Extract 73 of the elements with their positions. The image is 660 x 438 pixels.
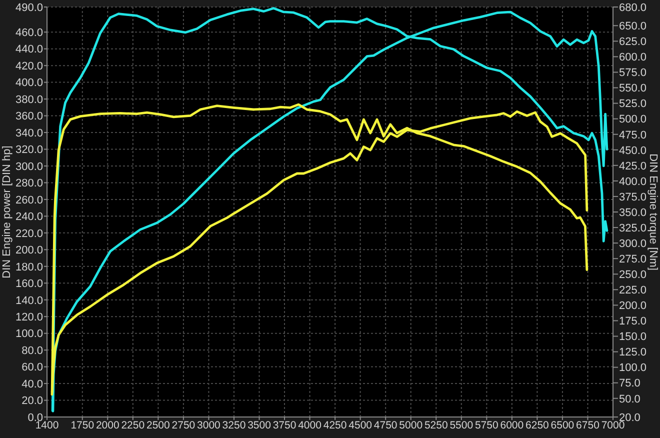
y2-tick-label: 550.0: [619, 82, 647, 95]
x-tick-label: 4250: [323, 419, 347, 432]
y-tick-label: 300.0: [15, 160, 43, 173]
x-tick-label: 1750: [70, 419, 94, 432]
x-tick-label: 2250: [121, 419, 145, 432]
y-tick-label: 360.0: [15, 110, 43, 123]
y-tick-label: 400.0: [15, 77, 43, 90]
y-tick-label: 420.0: [15, 60, 43, 72]
y2-tick-label: 625.0: [619, 36, 647, 48]
x-tick-label: 2750: [172, 419, 196, 432]
y-tick-label: 20.0: [22, 395, 43, 408]
y2-tick-label: 600.0: [619, 52, 647, 64]
y2-tick-label: 175.0: [619, 316, 647, 328]
y-tick-label: 280.0: [15, 178, 43, 190]
y-tick-label: 490.0: [15, 2, 43, 14]
y2-tick-label: 125.0: [619, 346, 647, 359]
y2-tick-label: 400.0: [619, 176, 647, 188]
y-tick-label: 200.0: [15, 244, 43, 257]
x-tick-label: 5500: [450, 419, 474, 432]
y-tick-label: 80.0: [22, 344, 43, 357]
y-tick-label: 120.0: [15, 311, 43, 324]
x-tick-label: 3750: [272, 419, 296, 432]
y2-tick-label: 475.0: [619, 129, 647, 142]
x-tick-label: 5250: [424, 419, 448, 432]
x-tick-label: 5000: [399, 419, 423, 432]
y2-tick-label: 75.0: [619, 378, 640, 390]
x-tick-label: 3500: [248, 419, 272, 432]
y-tick-label: 100.0: [15, 328, 43, 340]
x-tick-label: 2500: [146, 419, 170, 432]
y2-tick-label: 650.0: [619, 20, 647, 33]
y-tick-label: 60.0: [22, 362, 43, 374]
y2-tick-label: 225.0: [619, 284, 647, 297]
y-tick-label: 380.0: [15, 94, 43, 106]
y2-tick-label: 450.0: [619, 144, 647, 157]
y2-tick-label: 325.0: [619, 222, 647, 234]
y2-tick-label: 250.0: [619, 269, 647, 282]
x-tick-label: 4000: [298, 419, 322, 432]
y2-tick-label: 525.0: [619, 98, 647, 110]
x-tick-label: 6000: [500, 419, 524, 432]
y-tick-label: 460.0: [15, 27, 43, 40]
y2-tick-label: 375.0: [619, 191, 647, 204]
x-tick-label: 6750: [576, 419, 600, 432]
y2-tick-label: 275.0: [619, 253, 647, 266]
y-tick-label: 140.0: [15, 294, 43, 307]
y-tick-label: 260.0: [15, 194, 43, 206]
y2-tick-label: 500.0: [619, 114, 647, 126]
y-tick-label: 440.0: [15, 44, 43, 56]
y-tick-label: 160.0: [15, 278, 43, 290]
y-tick-label: 240.0: [15, 211, 43, 224]
y-tick-label: 340.0: [15, 127, 43, 140]
y2-tick-label: 575.0: [619, 67, 647, 80]
y-tick-label: 180.0: [15, 261, 43, 274]
y2-tick-label: 350.0: [619, 206, 647, 219]
y2-tick-label: 300.0: [619, 238, 647, 250]
x-tick-label: 4500: [348, 419, 372, 432]
x-tick-label: 4750: [374, 419, 398, 432]
x-tick-label: 5750: [474, 419, 498, 432]
x-tick-label: 3250: [222, 419, 246, 432]
y2-tick-label: 50.0: [619, 393, 640, 406]
x-tick-label: 6500: [550, 419, 574, 432]
y2-tick-label: 425.0: [619, 160, 647, 172]
y2-axis-title: DIN Engine torque [Nm]: [647, 154, 659, 270]
y-axis-title: DIN Engine power [DIN hp]: [1, 146, 13, 278]
y2-tick-label: 150.0: [619, 331, 647, 344]
x-tick-label: 3000: [197, 419, 221, 432]
x-tick-label: 6250: [526, 419, 550, 432]
y2-tick-label: 680.0: [619, 2, 647, 14]
x-tick-label: 2000: [96, 419, 120, 432]
y-tick-label: 220.0: [15, 228, 43, 240]
y-tick-label: 320.0: [15, 144, 43, 156]
y-tick-label: 40.0: [22, 378, 43, 390]
y2-tick-label: 200.0: [619, 300, 647, 312]
y2-tick-label: 100.0: [619, 362, 647, 374]
